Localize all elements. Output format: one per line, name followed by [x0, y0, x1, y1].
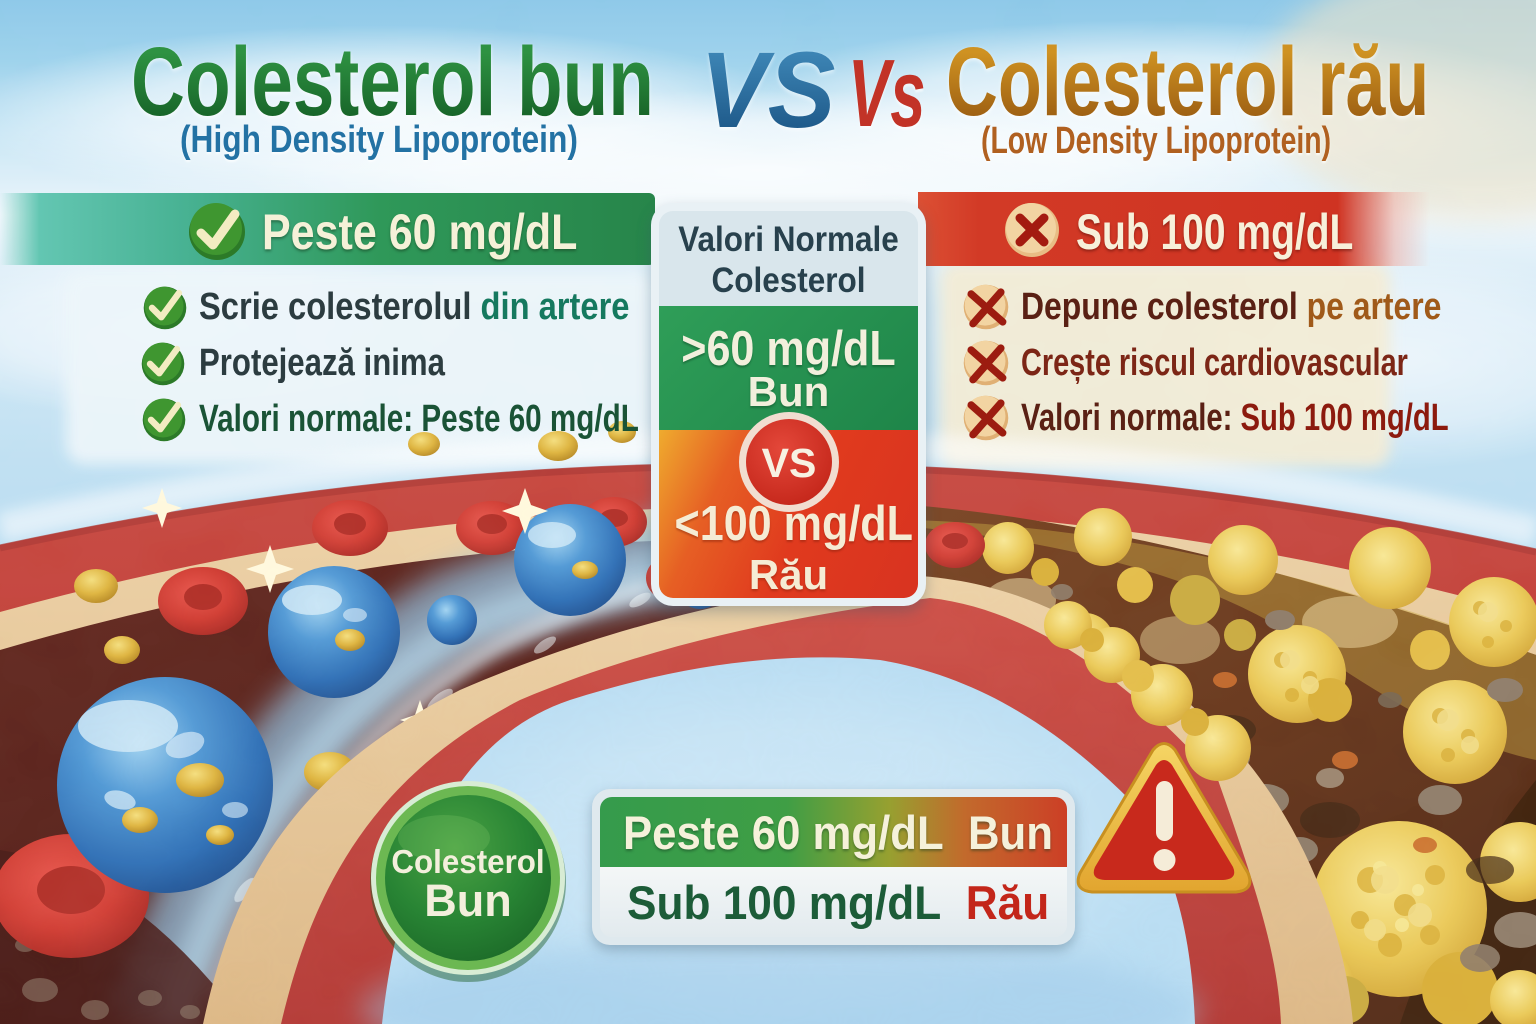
svg-text:Colesterol: Colesterol: [391, 843, 544, 880]
svg-text:VS: VS: [762, 440, 817, 486]
svg-text:Bun: Bun: [424, 875, 511, 926]
